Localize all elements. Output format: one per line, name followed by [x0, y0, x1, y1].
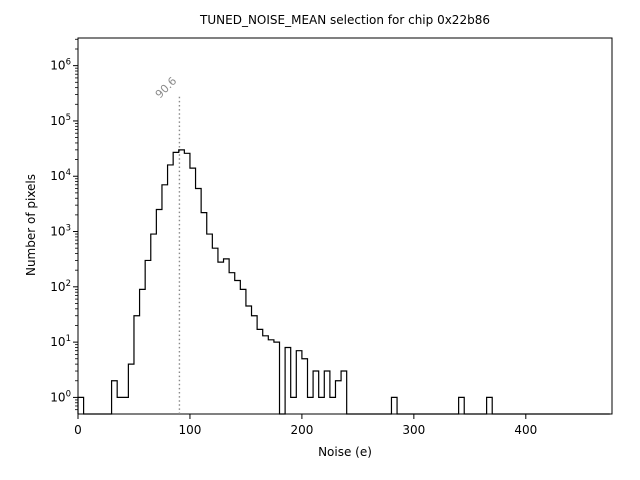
histogram-step-line — [77, 149, 610, 415]
x-tick-label: 100 — [178, 423, 201, 437]
y-tick-label: 103 — [50, 224, 71, 239]
x-tick-label: 200 — [290, 423, 313, 437]
y-tick-label: 101 — [50, 334, 71, 349]
y-axis-label: Number of pixels — [24, 173, 38, 277]
y-tick-label: 102 — [50, 279, 71, 294]
chart-title: TUNED_NOISE_MEAN selection for chip 0x22… — [200, 13, 490, 27]
x-tick-label: 400 — [514, 423, 537, 437]
y-tick-label: 105 — [50, 113, 71, 128]
y-tick-label: 106 — [50, 58, 71, 73]
plot-border — [77, 37, 613, 415]
y-tick-label: 100 — [50, 389, 71, 404]
x-tick-label: 0 — [74, 423, 82, 437]
x-tick-label: 300 — [402, 423, 425, 437]
x-axis-label: Noise (e) — [318, 445, 372, 459]
y-tick-label: 104 — [50, 168, 71, 183]
